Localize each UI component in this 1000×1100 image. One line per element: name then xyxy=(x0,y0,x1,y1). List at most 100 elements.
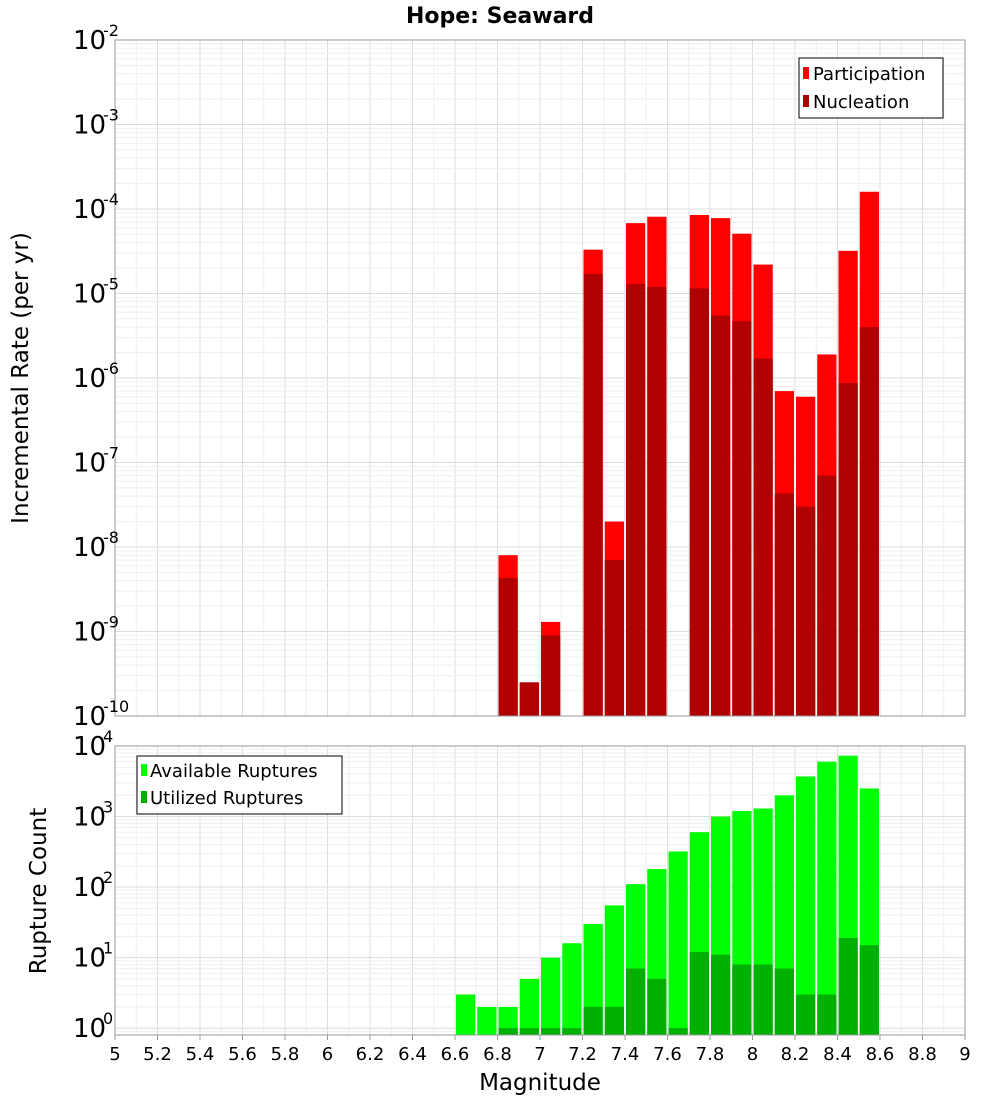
bottom-bar-available-ruptures xyxy=(796,776,816,1035)
x-tick-label: 7.8 xyxy=(696,1044,725,1065)
bottom-bar-utilized-ruptures xyxy=(498,1028,518,1035)
top-legend: Participation Nucleation xyxy=(798,57,944,119)
bottom-bar-available-ruptures xyxy=(456,994,476,1035)
y-tick-exponent: -8 xyxy=(103,528,119,547)
bottom-bar-available-ruptures xyxy=(519,978,539,1035)
x-axis-label: Magnitude xyxy=(479,1070,601,1096)
top-bar-nucleation xyxy=(732,321,752,716)
y-tick-exponent: 3 xyxy=(103,798,113,817)
x-tick-label: 5.6 xyxy=(228,1044,257,1065)
y-tick-exponent: -7 xyxy=(103,444,119,463)
y-tick-exponent: 2 xyxy=(103,868,113,887)
y-tick-exponent: -6 xyxy=(103,359,119,378)
top-bar-nucleation xyxy=(753,358,773,716)
top-bar-nucleation xyxy=(838,383,858,716)
legend-swatch-utilized xyxy=(141,791,147,803)
bottom-bar-available-ruptures xyxy=(668,851,688,1035)
bottom-bar-utilized-ruptures xyxy=(838,937,858,1035)
bottom-bar-available-ruptures xyxy=(498,1006,518,1035)
x-tick-label: 7.4 xyxy=(611,1044,640,1065)
x-tick-label: 7.6 xyxy=(653,1044,682,1065)
x-tick-label: 8.8 xyxy=(908,1044,937,1065)
bottom-bar-utilized-ruptures xyxy=(753,964,773,1035)
top-bar-nucleation xyxy=(498,577,518,716)
x-tick-label: 5 xyxy=(109,1044,120,1065)
bottom-bar-utilized-ruptures xyxy=(583,1006,603,1035)
top-bar-nucleation xyxy=(689,288,709,716)
bottom-bar-utilized-ruptures xyxy=(626,968,646,1035)
y-tick-label: 10 xyxy=(73,111,106,141)
x-tick-label: 6.2 xyxy=(356,1044,385,1065)
top-bar-nucleation xyxy=(817,475,837,716)
top-bar-nucleation xyxy=(519,682,539,716)
bottom-legend: Available Ruptures Utilized Ruptures xyxy=(136,755,343,815)
y-tick-label: 10 xyxy=(73,26,106,56)
x-tick-label: 6.8 xyxy=(483,1044,512,1065)
top-bar-nucleation xyxy=(583,274,603,716)
x-ticks: 5 5.2 5.4 5.6 5.8 6 6.2 6.4 6.6 6.8 7 7.2 7.4 7.6 7.8 8… xyxy=(109,1035,971,1065)
bottom-bar-available-ruptures xyxy=(817,761,837,1035)
y-tick-label: 10 xyxy=(73,195,106,225)
bottom-bar-utilized-ruptures xyxy=(604,1006,624,1035)
y-tick-exponent: 1 xyxy=(103,939,113,958)
x-tick-label: 8.6 xyxy=(866,1044,895,1065)
top-bar-nucleation xyxy=(604,560,624,716)
y-tick-label: 10 xyxy=(73,449,106,479)
top-bar-nucleation xyxy=(541,635,561,716)
x-tick-label: 5.2 xyxy=(143,1044,172,1065)
top-bar-nucleation xyxy=(647,286,667,716)
bottom-legend-box xyxy=(136,755,343,815)
bottom-bar-available-ruptures xyxy=(562,943,582,1035)
bottom-bar-utilized-ruptures xyxy=(732,964,752,1035)
legend-label-utilized: Utilized Ruptures xyxy=(150,788,303,809)
top-bar-nucleation xyxy=(796,506,816,716)
top-bar-nucleation xyxy=(711,315,731,716)
x-tick-label: 7.2 xyxy=(568,1044,597,1065)
y-tick-exponent: -4 xyxy=(103,190,119,209)
y-tick-label: 10 xyxy=(73,732,106,762)
legend-label-participation: Participation xyxy=(813,64,925,85)
bottom-bar-utilized-ruptures xyxy=(562,1028,582,1035)
y-tick-label: 10 xyxy=(73,618,106,648)
bottom-bar-utilized-ruptures xyxy=(774,968,794,1035)
bottom-bar-available-ruptures xyxy=(477,1006,497,1035)
y-tick-label: 10 xyxy=(73,533,106,563)
bottom-bar-utilized-ruptures xyxy=(689,952,709,1035)
top-y-axis-label: Incremental Rate (per yr) xyxy=(8,232,34,524)
x-tick-label: 5.4 xyxy=(186,1044,215,1065)
top-plot-border xyxy=(114,39,966,717)
y-tick-label: 10 xyxy=(73,280,106,310)
bottom-bar-utilized-ruptures xyxy=(711,954,731,1035)
y-tick-exponent: -2 xyxy=(103,21,119,40)
x-tick-label: 9 xyxy=(959,1044,970,1065)
x-tick-label: 5.8 xyxy=(271,1044,300,1065)
y-tick-label: 10 xyxy=(73,1014,106,1044)
y-tick-label: 10 xyxy=(73,873,106,903)
y-tick-label: 10 xyxy=(73,364,106,394)
x-tick-label: 8 xyxy=(747,1044,758,1065)
bottom-y-axis-label: Rupture Count xyxy=(26,808,52,974)
bottom-bar-utilized-ruptures xyxy=(796,994,816,1035)
top-bar-nucleation xyxy=(774,493,794,716)
bottom-bar-utilized-ruptures xyxy=(541,1028,561,1035)
bottom-bar-utilized-ruptures xyxy=(519,1028,539,1035)
y-tick-exponent: -5 xyxy=(103,275,119,294)
x-tick-label: 8.4 xyxy=(823,1044,852,1065)
bottom-bar-available-ruptures xyxy=(541,957,561,1035)
legend-swatch-available xyxy=(141,764,147,776)
legend-swatch-nucleation xyxy=(803,95,809,107)
y-tick-exponent: -9 xyxy=(103,613,119,632)
x-tick-label: 8.2 xyxy=(781,1044,810,1065)
x-tick-label: 7 xyxy=(534,1044,545,1065)
y-tick-label: 10 xyxy=(73,803,106,833)
y-tick-label: 10 xyxy=(73,702,106,732)
y-tick-exponent: -3 xyxy=(103,106,119,125)
bottom-bar-utilized-ruptures xyxy=(817,994,837,1035)
y-tick-exponent: 0 xyxy=(103,1009,113,1028)
chart-title: Hope: Seaward xyxy=(406,4,594,29)
